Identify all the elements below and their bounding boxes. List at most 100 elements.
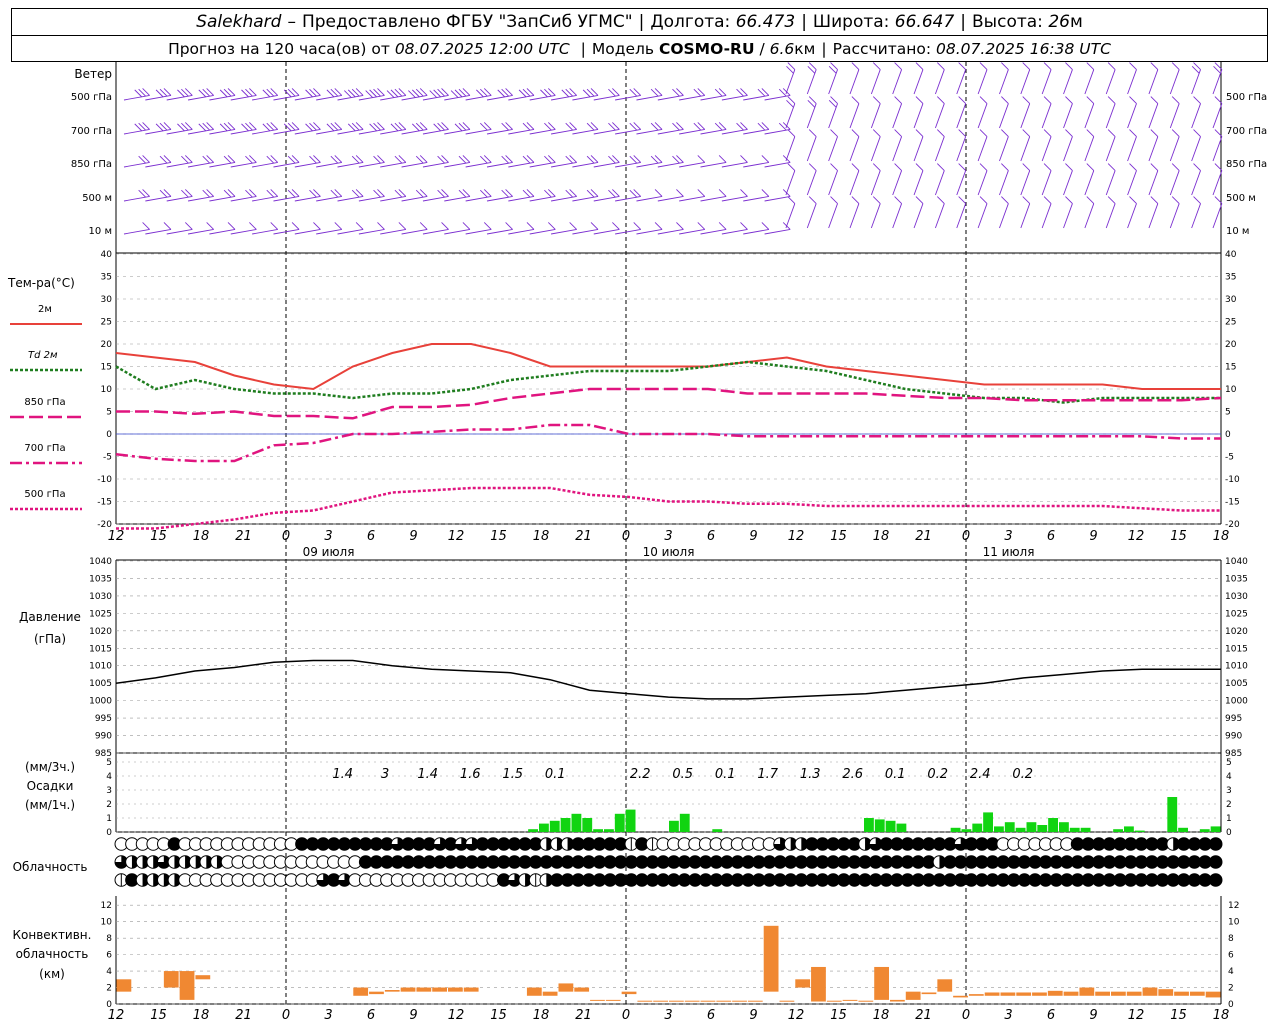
wind-barb [1212,170,1223,196]
wind-barb-feather [1150,62,1159,70]
wind-barb-feather [270,122,279,130]
wind-barb-feather [262,89,271,98]
wind-barb [401,229,428,235]
wind-barb-feather [505,88,513,96]
wind-barb-feather [309,122,317,131]
wind-barb [123,95,150,101]
wind-barb [679,229,705,235]
wind-barb-feather [462,189,471,197]
wind-barb [166,196,193,202]
temp-tick-right: 15 [1225,363,1236,373]
wind-barb-feather [227,88,236,96]
wind-barb-feather [1214,196,1223,204]
wind-barb-feather [159,155,168,164]
conv-bar [1158,989,1174,996]
time-tick-bottom: 3 [1004,1008,1012,1023]
wind-barb-feather [394,155,403,164]
wind-barb [294,229,321,235]
pressure-unit: (гПа) [34,632,66,646]
wind-barb-feather [808,163,817,171]
wind-barb-feather [377,122,385,130]
conv-bar [416,987,432,992]
wind-barb-feather [787,196,796,204]
wind-barb [743,95,769,101]
wind-barb-feather [142,189,150,197]
wind-barb-feather [390,123,399,132]
conv-bar [937,979,953,992]
wind-barb [273,229,300,235]
wind-barb-feather [355,222,364,230]
wind-barb-feather [540,89,548,98]
conv-bar [747,1000,763,1002]
wind-barb-feather [419,88,428,96]
wind-barb-feather [138,155,146,164]
time-tick-mid: 6 [707,529,715,544]
time-tick-bottom: 18 [193,1008,210,1023]
wind-barb-feather [672,155,680,164]
wind-barb-feather [1150,163,1159,171]
wind-barb-feather [697,122,706,130]
conv-bar [858,1000,874,1002]
precip-title: Осадки [27,779,74,793]
wind-barb-feather [181,155,189,164]
precip-bar [1134,830,1145,832]
precip-tick-right: 3 [1226,786,1232,796]
precip-tick-left: 1 [106,814,112,824]
wind-barb-feather [202,88,211,97]
cloud-symbol [773,837,787,851]
pressure-tick-left: 1040 [89,557,112,567]
wind-barb-feather [786,66,794,74]
wind-barb-feather [1043,62,1052,70]
wind-barb-feather [206,222,214,230]
precip-bar [1167,797,1178,832]
forecast-prefix: Прогноз на 120 часа(ов) от [168,39,390,58]
wind-barb [550,229,577,235]
time-tick-bottom: 0 [622,1008,630,1023]
wind-barb-feather [411,89,420,98]
wind-barb-feather [334,155,343,163]
wind-barb [572,129,599,135]
wind-barb-feather [497,89,506,98]
wind-barb [358,229,385,235]
wind-barb [806,69,817,95]
wind-barb-feather [159,122,168,131]
wind-barb [1020,203,1031,229]
wind-barb [1169,170,1180,196]
wind-barb [316,229,342,235]
precip-title-1h: (мм/1ч.) [25,798,75,812]
conv-bar [842,999,858,1001]
wind-barb-feather [787,96,796,104]
wind-barb-feather [676,155,684,163]
wind-barb-feather [249,122,257,130]
wind-barb [977,203,988,229]
conv-bar [1095,991,1110,996]
precip-bar [1178,827,1188,832]
wind-barb-feather [408,90,416,98]
wind-barb [123,229,150,235]
wind-barb [166,229,193,235]
pressure-tick-left: 1030 [89,592,112,602]
wind-barb-feather [270,155,279,163]
wind-level-label-right: 10 м [1226,226,1249,237]
wind-barb-feather [761,122,770,130]
wind-barb-feather [266,189,275,198]
wind-barb-feather [851,96,860,104]
wind-barb-feather [305,123,313,132]
pressure-tick-right: 1030 [1225,592,1248,602]
wind-barb [679,129,705,135]
wind-barb-feather [979,196,988,204]
wind-barb-feather [377,155,385,163]
wind-barb-feather [223,88,232,97]
wind-barb [636,196,663,202]
wind-barb [145,196,172,202]
conv-bar [968,994,984,996]
wind-barb [1169,136,1180,162]
wind-barb-feather [437,189,445,198]
conv-title-1: Конвективн. [13,928,92,942]
precip-3h-sum: 0.1 [545,767,566,782]
wind-barb-feather [163,189,172,197]
temp-tick-left: -10 [97,475,112,485]
temp-tick-left: 40 [101,250,113,260]
pressure-tick-left: 1005 [89,679,112,689]
cloud-symbol [1208,837,1223,851]
